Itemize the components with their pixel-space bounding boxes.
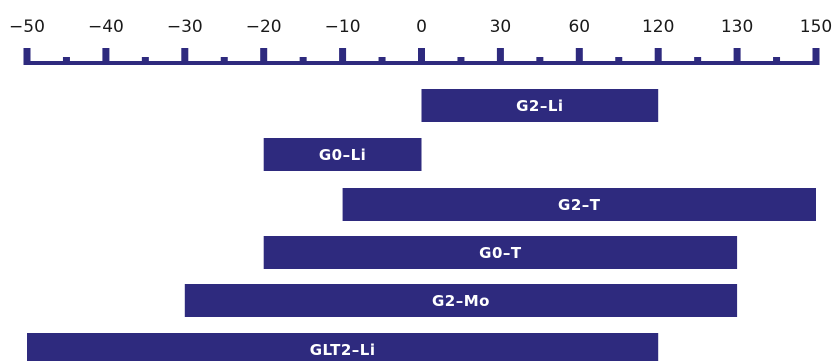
- major-tick: [181, 48, 189, 65]
- range-bars: G2–Li G0–Li G2–T G0–T G2–Mo GLT2–Li: [27, 89, 816, 361]
- tick-label: 30: [490, 17, 512, 37]
- minor-tick: [457, 57, 465, 65]
- range-bar-label: G2–Mo: [432, 292, 490, 310]
- range-bar: G0–Li: [263, 138, 422, 171]
- tick-label: −30: [167, 17, 203, 37]
- minor-tick: [536, 57, 544, 65]
- range-bar-rect: [27, 333, 659, 361]
- minor-tick: [220, 57, 228, 65]
- range-bar: GLT2–Li: [27, 333, 659, 361]
- range-bar: G2–Li: [421, 89, 659, 122]
- major-tick: [496, 48, 504, 65]
- range-bar-rect: [263, 236, 738, 269]
- minor-tick: [694, 57, 702, 65]
- range-bar-rect: [184, 284, 738, 317]
- range-bar-label: G0–T: [479, 244, 522, 262]
- tick-label: 120: [642, 17, 674, 37]
- range-bar: G0–T: [263, 236, 738, 269]
- tick-label: −50: [9, 17, 45, 37]
- major-tick: [418, 48, 425, 65]
- major-tick: [654, 48, 662, 65]
- minor-tick: [773, 57, 781, 65]
- range-bar-label: G2–Li: [516, 97, 563, 115]
- axis-tick-labels: −50 −40 −30 −20 −10 0 30 60 120 130 150: [9, 17, 832, 37]
- tick-label: −40: [88, 17, 124, 37]
- minor-tick: [299, 57, 307, 65]
- tick-label: 0: [416, 17, 427, 37]
- range-bar-rect: [263, 138, 422, 171]
- tick-label: 150: [800, 17, 832, 37]
- tick-label: −20: [246, 17, 282, 37]
- tick-label: 60: [568, 17, 590, 37]
- axis-ruler: [23, 48, 820, 65]
- major-tick: [812, 48, 820, 65]
- major-tick: [260, 48, 268, 65]
- tick-label: −10: [325, 17, 361, 37]
- range-bar-label: G2–T: [558, 196, 601, 214]
- major-tick: [575, 48, 583, 65]
- range-bar: G2–T: [342, 188, 816, 221]
- range-bar-rect: [342, 188, 816, 221]
- major-tick: [339, 48, 347, 65]
- minor-tick: [62, 57, 70, 65]
- tick-label: 130: [721, 17, 753, 37]
- range-bar-label: G0–Li: [319, 146, 366, 164]
- major-tick: [102, 48, 110, 65]
- range-bar-rect: [421, 89, 659, 122]
- major-tick: [733, 48, 741, 65]
- major-tick: [23, 48, 31, 65]
- minor-tick: [141, 57, 149, 65]
- minor-tick: [378, 57, 386, 65]
- minor-tick: [615, 57, 623, 65]
- range-bar-label: GLT2–Li: [310, 341, 376, 359]
- range-bar: G2–Mo: [184, 284, 738, 317]
